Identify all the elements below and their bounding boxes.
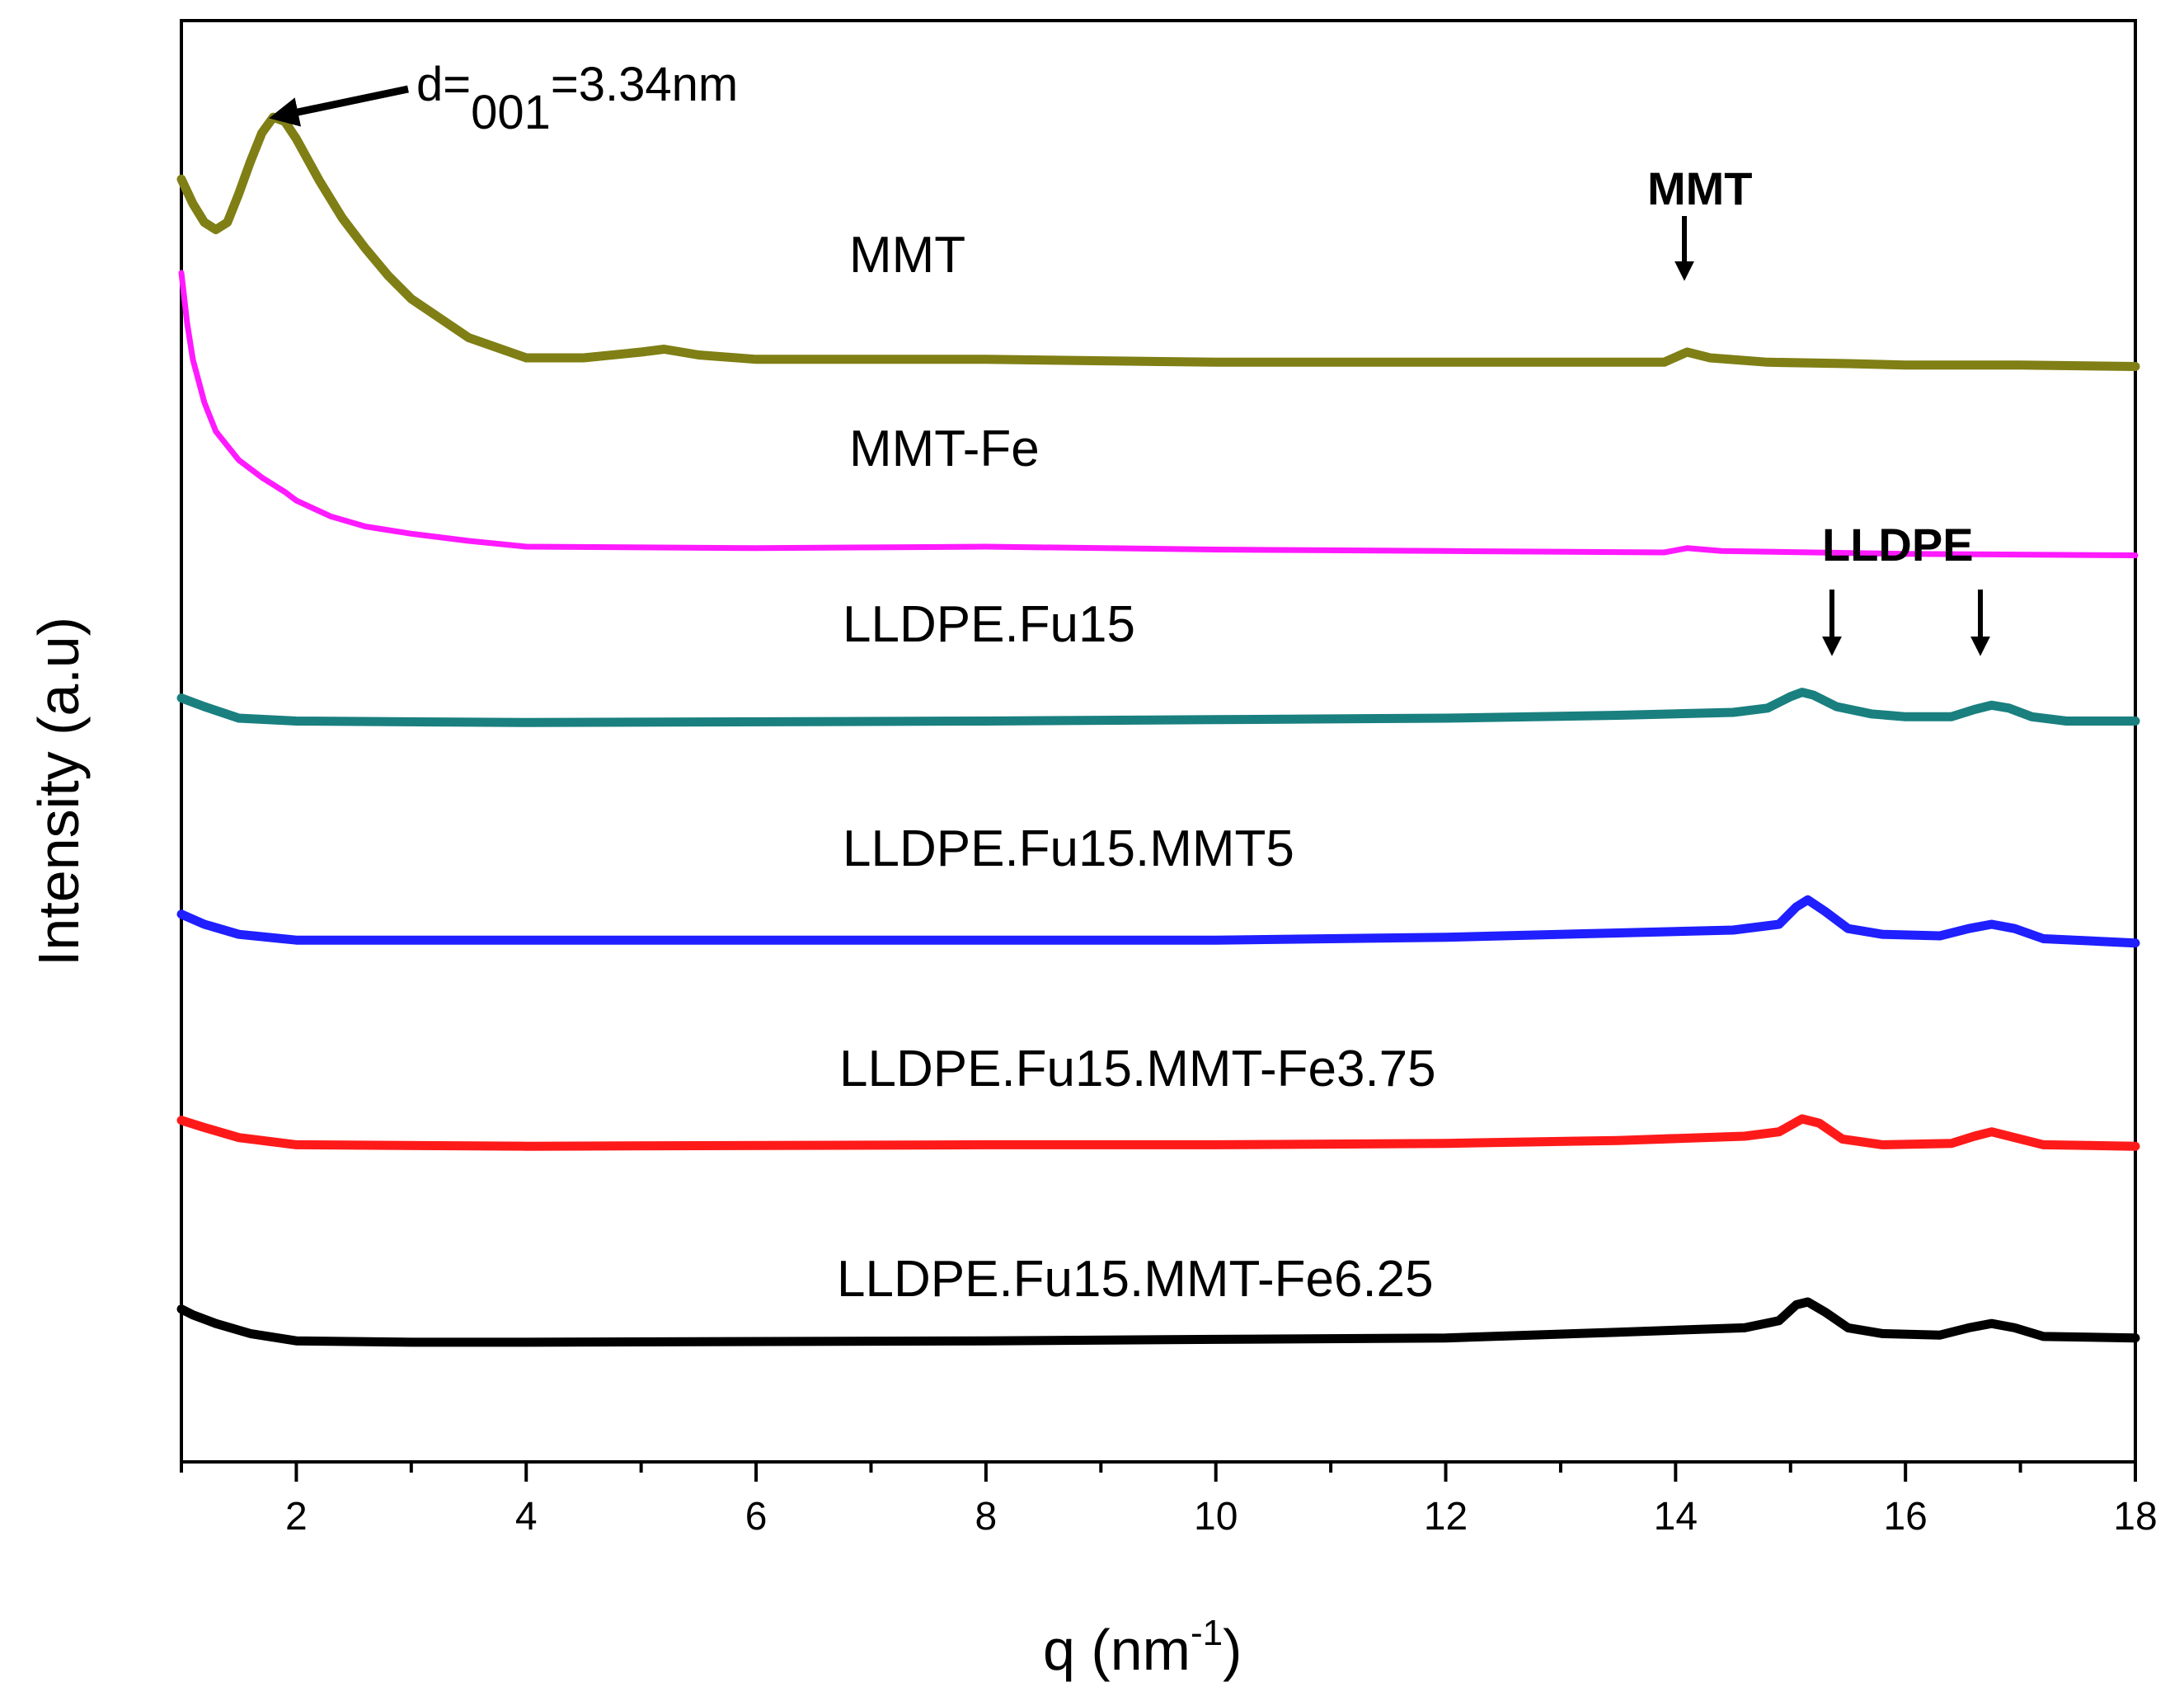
annotation-d001-arrow	[269, 85, 409, 127]
series-group	[176, 112, 2140, 1347]
x-tick-label-18: 18	[2113, 1495, 2157, 1539]
series-line-lldpe-fu15-mmt-fe3-75	[176, 1114, 2140, 1151]
x-tick-label-16: 16	[1883, 1495, 1927, 1539]
x-axis-title-sup: -1	[1191, 1613, 1223, 1653]
annotation-d001-prefix: d=	[416, 58, 471, 111]
series-line-mmt-fe	[178, 270, 2139, 558]
annotation-d001-subscript: 001	[471, 86, 551, 139]
series-line-lldpe-fu15-mmt5	[176, 895, 2140, 948]
series-label-mmt: MMT	[849, 227, 965, 284]
x-tick-label-12: 12	[1424, 1495, 1468, 1539]
series-label-mmt-fe: MMT-Fe	[849, 421, 1040, 477]
series-label-lldpe-fu15-mmt5: LLDPE.Fu15.MMT5	[843, 820, 1294, 877]
x-ticks: 2 4 6 8 10 12 14 16 18	[180, 1462, 2158, 1539]
plot-frame	[180, 19, 2137, 1464]
x-axis-title: q (nm-1)	[1043, 1613, 1242, 1682]
x-tick-label-8: 8	[975, 1495, 998, 1539]
series-label-lldpe-fu15: LLDPE.Fu15	[843, 596, 1135, 653]
series-line-lldpe-fu15	[176, 688, 2140, 727]
annotation-lldpe-peak: LLDPE	[1822, 519, 1974, 571]
series-label-lldpe-fu15-mmt-fe6-25: LLDPE.Fu15.MMT-Fe6.25	[837, 1251, 1434, 1308]
annotation-mmt-peak: MMT	[1647, 162, 1753, 214]
x-tick-label-10: 10	[1194, 1495, 1238, 1539]
x-tick-label-14: 14	[1654, 1495, 1698, 1539]
annotation-d001: d=001=3.34nm	[416, 58, 738, 139]
x-tick-label-6: 6	[745, 1495, 768, 1539]
x-axis-title-suffix: )	[1223, 1618, 1242, 1682]
series-line-lldpe-fu15-mmt-fe6-25	[176, 1297, 2140, 1347]
x-tick-label-2: 2	[285, 1495, 308, 1539]
series-line-mmt	[176, 112, 2140, 371]
x-tick-label-4: 4	[515, 1495, 538, 1539]
y-axis-title: Intensity (a.u)	[26, 617, 91, 966]
annotation-d001-suffix: =3.34nm	[551, 58, 738, 111]
series-label-lldpe-fu15-mmt-fe3-75: LLDPE.Fu15.MMT-Fe3.75	[839, 1041, 1436, 1097]
x-axis-title-main: q (nm	[1043, 1618, 1191, 1682]
